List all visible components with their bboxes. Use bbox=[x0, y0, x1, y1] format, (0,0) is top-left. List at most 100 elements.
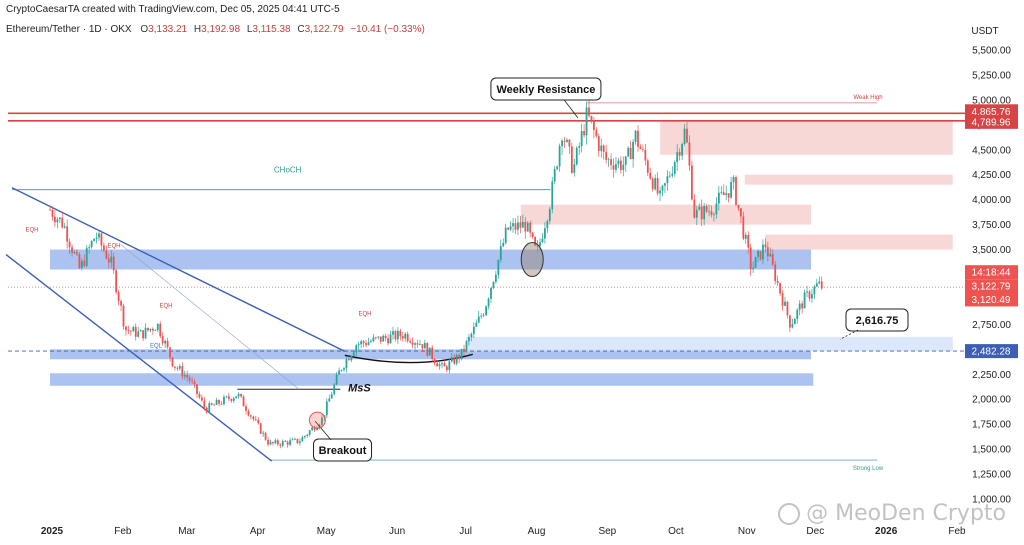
candle-body bbox=[634, 130, 637, 142]
candle-body bbox=[642, 148, 644, 150]
candle bbox=[548, 206, 551, 225]
candle-body bbox=[629, 147, 632, 160]
candle bbox=[343, 366, 345, 373]
candle-body bbox=[367, 342, 370, 346]
candle bbox=[487, 297, 490, 310]
candle-body bbox=[103, 245, 105, 251]
candle-body bbox=[196, 384, 198, 395]
candle-body bbox=[321, 417, 323, 425]
candle-body bbox=[558, 146, 561, 167]
candle-body bbox=[485, 306, 487, 316]
candle bbox=[139, 329, 142, 332]
candle-body bbox=[727, 193, 730, 198]
price-badge-current: 3,122.79 bbox=[965, 279, 1018, 294]
candle bbox=[514, 218, 517, 235]
candle-body bbox=[580, 131, 583, 147]
candle bbox=[215, 397, 218, 406]
currency-label: USDT bbox=[971, 26, 998, 37]
candle bbox=[683, 123, 686, 146]
candle-body bbox=[536, 245, 539, 247]
candle-body bbox=[264, 432, 267, 440]
candle bbox=[634, 129, 637, 145]
x-tick-label: Feb bbox=[114, 526, 132, 537]
candle bbox=[68, 238, 71, 255]
candle bbox=[330, 391, 333, 399]
candle bbox=[374, 336, 377, 340]
candle bbox=[254, 415, 257, 422]
candle bbox=[764, 238, 767, 253]
candle bbox=[264, 431, 267, 441]
target-pointer bbox=[839, 329, 859, 340]
candle-body bbox=[806, 291, 808, 293]
candle-body bbox=[125, 326, 127, 331]
retest-marker bbox=[520, 242, 544, 278]
candle-body bbox=[688, 142, 691, 166]
candle bbox=[698, 203, 701, 211]
candle-body bbox=[597, 136, 600, 152]
candle-body bbox=[524, 221, 527, 232]
demand-zone bbox=[465, 336, 953, 352]
candle-body bbox=[683, 128, 686, 144]
candle bbox=[125, 326, 127, 336]
candle bbox=[485, 305, 487, 316]
candle-body bbox=[370, 341, 372, 343]
candle bbox=[813, 284, 816, 300]
breakout-pointer bbox=[314, 420, 332, 441]
candle-body bbox=[291, 439, 294, 441]
candle-body bbox=[93, 238, 95, 242]
candle bbox=[759, 250, 762, 261]
candle bbox=[85, 244, 88, 268]
candle bbox=[644, 143, 647, 166]
candle bbox=[242, 394, 245, 407]
candle-body bbox=[544, 228, 546, 239]
change-value: −10.41 (−0.33%) bbox=[350, 24, 425, 35]
candle-body bbox=[362, 341, 365, 344]
candle-body bbox=[448, 361, 451, 371]
candle bbox=[208, 400, 211, 413]
candle-body bbox=[703, 205, 706, 220]
price-badge-current-bg bbox=[965, 279, 1018, 294]
candle bbox=[676, 144, 679, 171]
candle-body bbox=[360, 341, 363, 345]
candle bbox=[703, 203, 706, 226]
candle bbox=[289, 437, 291, 447]
candle bbox=[786, 300, 789, 319]
candle bbox=[93, 238, 95, 242]
supply-zone bbox=[744, 174, 953, 185]
candle bbox=[438, 361, 441, 370]
candle-body bbox=[98, 233, 100, 238]
candle-body bbox=[240, 393, 242, 397]
candle-body bbox=[585, 107, 588, 136]
candle bbox=[722, 184, 725, 196]
candle-body bbox=[178, 366, 181, 369]
candle-body bbox=[553, 168, 556, 182]
candle-body bbox=[345, 359, 348, 369]
candle-body bbox=[301, 437, 304, 442]
candle-body bbox=[539, 242, 541, 247]
supply-zone bbox=[765, 234, 953, 250]
candle bbox=[166, 337, 169, 349]
target-callout: 2,616.75 bbox=[845, 308, 909, 332]
candle bbox=[578, 142, 581, 155]
candle bbox=[455, 353, 458, 366]
candle-body bbox=[546, 220, 549, 229]
breakout-marker bbox=[308, 411, 326, 429]
candle bbox=[112, 252, 115, 274]
candle-body bbox=[551, 181, 554, 210]
candle bbox=[443, 360, 446, 367]
candle bbox=[76, 249, 78, 256]
candle-body bbox=[610, 159, 612, 166]
candle bbox=[328, 394, 331, 402]
supply-zone bbox=[520, 204, 812, 225]
candle-body bbox=[132, 327, 135, 332]
candle-body bbox=[570, 146, 573, 173]
strong-low-label: Strong Low bbox=[853, 466, 884, 472]
candle-body bbox=[107, 258, 110, 263]
candle-body bbox=[732, 177, 735, 183]
candle-body bbox=[306, 434, 309, 436]
low-value: 3,115.38 bbox=[252, 24, 291, 35]
candle-body bbox=[406, 333, 409, 342]
candle-body bbox=[649, 172, 652, 179]
